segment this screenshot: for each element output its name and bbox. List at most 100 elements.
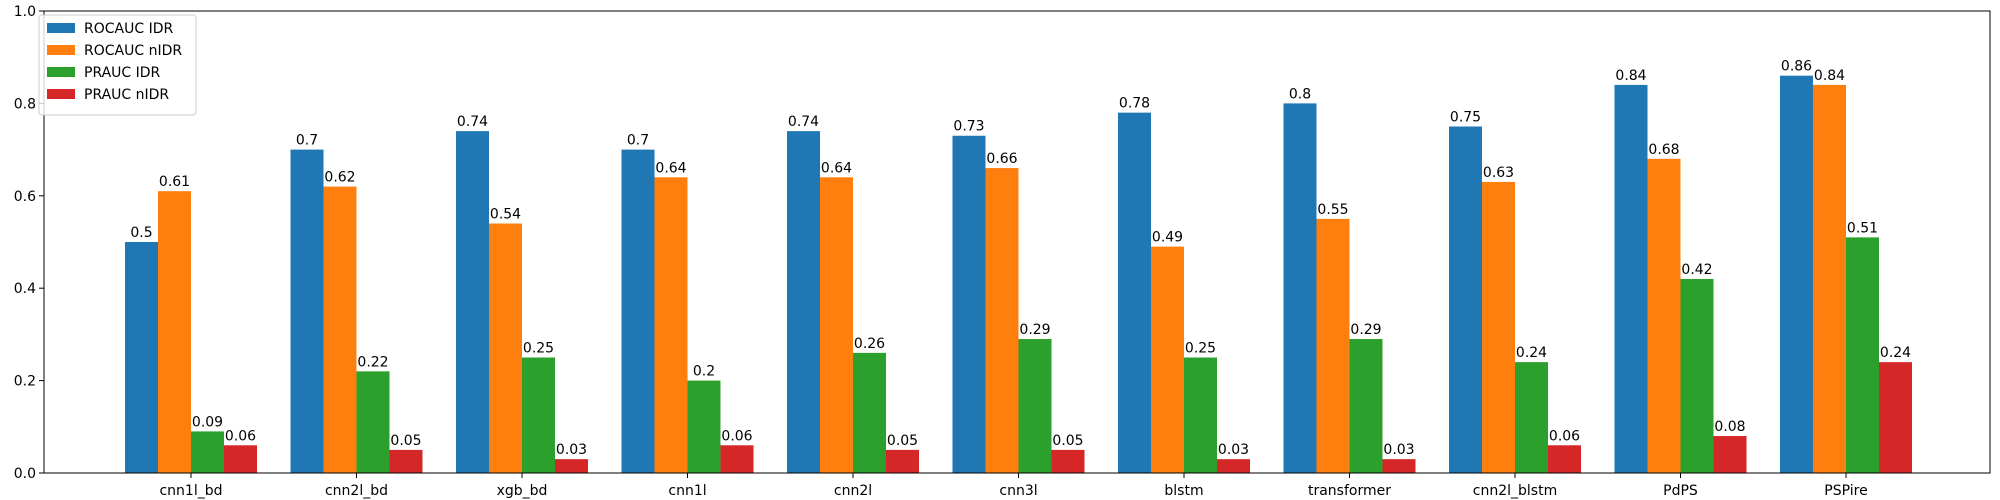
bar-cnn2l_blstm-prauc-nidr bbox=[1548, 445, 1581, 473]
y-tick-label: 0.4 bbox=[14, 281, 36, 297]
bar-cnn1l-prauc-idr bbox=[687, 380, 721, 473]
bar-value-label: 0.51 bbox=[1847, 220, 1878, 236]
x-tick-label-xgb_bd: xgb_bd bbox=[497, 483, 548, 499]
legend-label: ROCAUC IDR bbox=[84, 21, 173, 37]
bar-value-label: 0.2 bbox=[693, 364, 715, 380]
bar-transformer-prauc-nidr bbox=[1382, 459, 1416, 473]
y-tick-label: 0.8 bbox=[14, 96, 36, 112]
bar-blstm-prauc-nidr bbox=[1217, 459, 1250, 473]
bar-cnn2l-prauc-nidr bbox=[886, 449, 919, 473]
bar-cnn2l-prauc-idr bbox=[853, 352, 886, 473]
bar-PSPire-prauc-idr bbox=[1846, 237, 1879, 473]
axes-layer: 0.0 0.2 0.4 0.6 0.8 1.0 cnn1l_bd cnn2l_bd xgb_bd… bbox=[14, 4, 1991, 499]
legend-label: PRAUC nIDR bbox=[84, 87, 169, 103]
bar-cnn3l-prauc-idr bbox=[1018, 339, 1052, 473]
bar-value-label: 0.06 bbox=[1549, 428, 1580, 444]
legend-swatch bbox=[47, 67, 75, 77]
bar-value-label: 0.7 bbox=[627, 133, 649, 149]
bar-value-label: 0.22 bbox=[357, 354, 388, 370]
bar-value-label: 0.7 bbox=[296, 133, 318, 149]
bar-cnn3l-prauc-nidr bbox=[1051, 449, 1085, 473]
bar-transformer-rocauc-nidr bbox=[1316, 218, 1350, 473]
bar-value-label: 0.29 bbox=[1019, 322, 1050, 338]
legend-swatch bbox=[47, 23, 75, 33]
bar-value-label: 0.24 bbox=[1880, 345, 1911, 361]
bar-value-label: 0.08 bbox=[1714, 419, 1745, 435]
bar-cnn3l-rocauc-idr bbox=[952, 135, 986, 474]
bar-cnn1l-prauc-nidr bbox=[720, 445, 754, 473]
bar-cnn2l_bd-rocauc-nidr bbox=[323, 186, 357, 473]
bar-value-label: 0.66 bbox=[986, 151, 1017, 167]
bar-xgb_bd-rocauc-nidr bbox=[489, 223, 522, 473]
bar-value-label: 0.84 bbox=[1615, 68, 1646, 84]
x-tick-label-PSPire: PSPire bbox=[1824, 483, 1867, 499]
bar-value-label: 0.64 bbox=[655, 160, 686, 176]
x-tick-label-PdPS: PdPS bbox=[1663, 483, 1698, 499]
bar-PdPS-prauc-nidr bbox=[1713, 436, 1747, 473]
bar-value-label: 0.03 bbox=[556, 442, 587, 458]
bar-cnn2l_bd-prauc-nidr bbox=[389, 449, 423, 473]
y-tick-label: 0.2 bbox=[14, 374, 36, 390]
bar-cnn2l_bd-rocauc-idr bbox=[290, 149, 324, 473]
bar-PSPire-rocauc-idr bbox=[1780, 75, 1813, 474]
bar-value-label: 0.09 bbox=[192, 414, 223, 430]
bar-value-label: 0.63 bbox=[1483, 165, 1514, 181]
bar-xgb_bd-prauc-idr bbox=[522, 357, 555, 473]
bar-PSPire-prauc-nidr bbox=[1879, 362, 1912, 473]
legend-swatch bbox=[47, 89, 75, 99]
bar-PdPS-prauc-idr bbox=[1680, 278, 1714, 473]
x-tick-label-cnn2l: cnn2l bbox=[834, 483, 872, 499]
bar-cnn2l_bd-prauc-idr bbox=[356, 371, 390, 473]
bar-cnn1l-rocauc-nidr bbox=[654, 177, 688, 473]
x-tick-label-transformer: transformer bbox=[1308, 483, 1391, 499]
bar-labels-layer: 0.50.610.090.060.70.620.220.050.740.540.… bbox=[130, 59, 1911, 458]
bar-value-label: 0.61 bbox=[159, 174, 190, 190]
bar-cnn2l_blstm-prauc-idr bbox=[1515, 362, 1548, 473]
bars-layer bbox=[125, 75, 1912, 474]
bar-cnn2l_blstm-rocauc-idr bbox=[1449, 126, 1482, 473]
bar-cnn2l-rocauc-idr bbox=[787, 131, 820, 473]
legend-label: ROCAUC nIDR bbox=[84, 43, 182, 59]
bar-value-label: 0.25 bbox=[523, 341, 554, 357]
bar-PdPS-rocauc-idr bbox=[1614, 84, 1648, 474]
bar-value-label: 0.68 bbox=[1648, 142, 1679, 158]
bar-value-label: 0.74 bbox=[788, 114, 819, 130]
bar-value-label: 0.29 bbox=[1350, 322, 1381, 338]
bar-value-label: 0.5 bbox=[130, 225, 152, 241]
bar-value-label: 0.74 bbox=[457, 114, 488, 130]
bar-value-label: 0.8 bbox=[1289, 86, 1311, 102]
bar-blstm-rocauc-nidr bbox=[1151, 246, 1184, 473]
bar-value-label: 0.26 bbox=[854, 336, 885, 352]
bar-value-label: 0.49 bbox=[1152, 230, 1183, 246]
bar-value-label: 0.03 bbox=[1383, 442, 1414, 458]
bar-value-label: 0.55 bbox=[1317, 202, 1348, 218]
bar-xgb_bd-prauc-nidr bbox=[555, 459, 588, 473]
bar-xgb_bd-rocauc-idr bbox=[456, 131, 489, 473]
bar-PSPire-rocauc-nidr bbox=[1813, 84, 1846, 474]
bar-value-label: 0.25 bbox=[1185, 341, 1216, 357]
y-tick-label: 1.0 bbox=[14, 4, 36, 20]
y-tick-label: 0.6 bbox=[14, 189, 36, 205]
bar-cnn2l_blstm-rocauc-nidr bbox=[1482, 181, 1515, 473]
bar-value-label: 0.24 bbox=[1516, 345, 1547, 361]
bar-value-label: 0.05 bbox=[887, 433, 918, 449]
bar-value-label: 0.62 bbox=[324, 170, 355, 186]
x-tick-label-cnn2l_blstm: cnn2l_blstm bbox=[1473, 483, 1557, 499]
bar-blstm-rocauc-idr bbox=[1118, 112, 1151, 473]
bar-blstm-prauc-idr bbox=[1184, 357, 1217, 473]
x-tick-label-blstm: blstm bbox=[1164, 483, 1203, 499]
legend-label: PRAUC IDR bbox=[84, 65, 161, 81]
bar-transformer-rocauc-idr bbox=[1283, 103, 1317, 474]
bar-value-label: 0.42 bbox=[1681, 262, 1712, 278]
bar-cnn2l-rocauc-nidr bbox=[820, 177, 853, 473]
bar-value-label: 0.54 bbox=[490, 207, 521, 223]
bar-value-label: 0.05 bbox=[390, 433, 421, 449]
x-tick-label-cnn3l: cnn3l bbox=[999, 483, 1037, 499]
bar-value-label: 0.75 bbox=[1450, 110, 1481, 126]
bar-value-label: 0.06 bbox=[225, 428, 256, 444]
bar-value-label: 0.05 bbox=[1052, 433, 1083, 449]
bar-value-label: 0.84 bbox=[1814, 68, 1845, 84]
bar-value-label: 0.73 bbox=[953, 119, 984, 135]
bar-value-label: 0.03 bbox=[1218, 442, 1249, 458]
